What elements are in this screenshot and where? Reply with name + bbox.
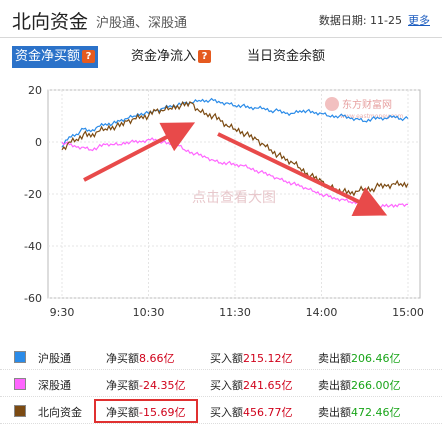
hgt-swatch xyxy=(14,351,26,363)
logo-text: 东方财富网 xyxy=(342,98,392,111)
header: 北向资金 沪股通、深股通 数据日期: 11-25 更多 xyxy=(0,0,442,38)
series-name: 深股通 xyxy=(38,379,71,392)
sell-value: 472.46亿 xyxy=(351,406,401,419)
x-tick-label: 15:00 xyxy=(392,306,424,319)
x-tick-label: 11:30 xyxy=(219,306,251,319)
net-buy-value: 8.66亿 xyxy=(139,352,175,365)
watermark-text: 点击查看大图 xyxy=(192,190,276,206)
sell-amount: 卖出额472.46亿 xyxy=(318,404,401,420)
tab-balance-label: 当日资金余额 xyxy=(247,49,326,64)
series-line-0 xyxy=(61,97,409,148)
sell-value: 206.46亿 xyxy=(351,352,401,365)
y-tick-label: 20 xyxy=(28,84,42,97)
falling-arrow xyxy=(217,132,388,217)
eastmoney-logo: 东方财富网 www.eastmoney.com xyxy=(325,97,404,120)
tab-net-inflow[interactable]: 资金净流入? xyxy=(128,46,214,68)
sell-amount: 卖出额266.00亿 xyxy=(318,377,401,393)
net-buy-label: 净买额 xyxy=(106,352,139,365)
data-date: 数据日期: 11-25 xyxy=(318,14,402,27)
gridlines xyxy=(48,89,420,299)
buy-amount: 买入额456.77亿 xyxy=(210,404,293,420)
tab-balance[interactable]: 当日资金余额 xyxy=(244,46,328,68)
sell-value: 266.00亿 xyxy=(351,379,401,392)
x-tick-label: 10:30 xyxy=(133,306,165,319)
sell-label: 卖出额 xyxy=(318,406,351,419)
total-swatch xyxy=(14,405,26,417)
help-icon[interactable]: ? xyxy=(82,50,96,63)
sgt-swatch xyxy=(14,378,26,390)
tab-bar: 资金净买额? 资金净流入? 当日资金余额 xyxy=(0,44,442,70)
net-buy-value: -24.35亿 xyxy=(139,379,186,392)
y-tick-label: -40 xyxy=(24,240,42,253)
buy-amount: 买入额241.65亿 xyxy=(210,377,293,393)
series-line-2 xyxy=(61,100,409,197)
y-tick-label: 0 xyxy=(35,136,42,149)
sell-label: 卖出额 xyxy=(318,379,351,392)
x-axis: 9:30 10:30 11:30 14:00 15:00 xyxy=(50,306,424,319)
series-name: 北向资金 xyxy=(38,406,82,419)
date-info: 数据日期: 11-25 更多 xyxy=(319,12,430,28)
tab-net-buy[interactable]: 资金净买额? xyxy=(12,46,99,68)
buy-label: 买入额 xyxy=(210,352,243,365)
page-title: 北向资金 xyxy=(12,11,89,33)
logo-icon xyxy=(325,97,339,111)
sell-amount: 卖出额206.46亿 xyxy=(318,350,401,366)
buy-value: 456.77亿 xyxy=(243,406,293,419)
buy-value: 215.12亿 xyxy=(243,352,293,365)
page-subtitle: 沪股通、深股通 xyxy=(96,16,188,31)
buy-label: 买入额 xyxy=(210,379,243,392)
legend-row-hgt: 沪股通 净买额8.66亿 买入额215.12亿 卖出额206.46亿 xyxy=(0,344,442,370)
net-buy-chart: 20 0 -20 -40 -60 9:30 10:30 11:30 14:00 15:00 点击… xyxy=(24,84,424,319)
net-buy-value: -15.69亿 xyxy=(139,406,186,419)
net-buy: 净买额-15.69亿 xyxy=(106,404,185,420)
series-lines xyxy=(61,97,409,208)
x-tick-label: 9:30 xyxy=(50,306,75,319)
rising-arrow xyxy=(83,122,196,182)
net-buy: 净买额-24.35亿 xyxy=(106,377,185,393)
y-axis: 20 0 -20 -40 -60 xyxy=(24,84,42,305)
buy-amount: 买入额215.12亿 xyxy=(210,350,293,366)
net-buy-label: 净买额 xyxy=(106,379,139,392)
buy-value: 241.65亿 xyxy=(243,379,293,392)
series-name: 沪股通 xyxy=(38,352,71,365)
net-buy: 净买额8.66亿 xyxy=(106,350,175,366)
y-tick-label: -20 xyxy=(24,188,42,201)
tab-net-inflow-label: 资金净流入 xyxy=(131,49,197,64)
net-buy-label: 净买额 xyxy=(106,406,139,419)
sell-label: 卖出额 xyxy=(318,352,351,365)
y-tick-label: -60 xyxy=(24,292,42,305)
tab-net-buy-label: 资金净买额 xyxy=(15,49,81,64)
legend-row-total: 北向资金 净买额-15.69亿 买入额456.77亿 卖出额472.46亿 xyxy=(0,398,442,424)
buy-label: 买入额 xyxy=(210,406,243,419)
logo-subtext: www.eastmoney.com xyxy=(340,113,404,120)
legend-row-sgt: 深股通 净买额-24.35亿 买入额241.65亿 卖出额266.00亿 xyxy=(0,371,442,397)
more-link[interactable]: 更多 xyxy=(408,14,430,27)
x-tick-label: 14:00 xyxy=(306,306,338,319)
legend: 沪股通 净买额8.66亿 买入额215.12亿 卖出额206.46亿 深股通 净… xyxy=(0,344,442,428)
help-icon[interactable]: ? xyxy=(198,50,212,63)
series-line-1 xyxy=(61,137,408,208)
highlight-box xyxy=(94,399,198,423)
